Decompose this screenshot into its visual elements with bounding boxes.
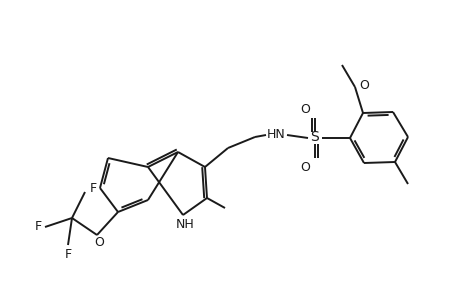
Text: O: O: [94, 236, 104, 250]
Text: S: S: [310, 130, 319, 144]
Text: O: O: [299, 103, 309, 116]
Text: O: O: [358, 79, 368, 92]
Text: HN: HN: [266, 128, 285, 140]
Text: O: O: [299, 160, 309, 173]
Text: F: F: [64, 248, 72, 260]
Text: F: F: [34, 220, 41, 233]
Text: F: F: [89, 182, 96, 196]
Text: NH: NH: [175, 218, 194, 232]
